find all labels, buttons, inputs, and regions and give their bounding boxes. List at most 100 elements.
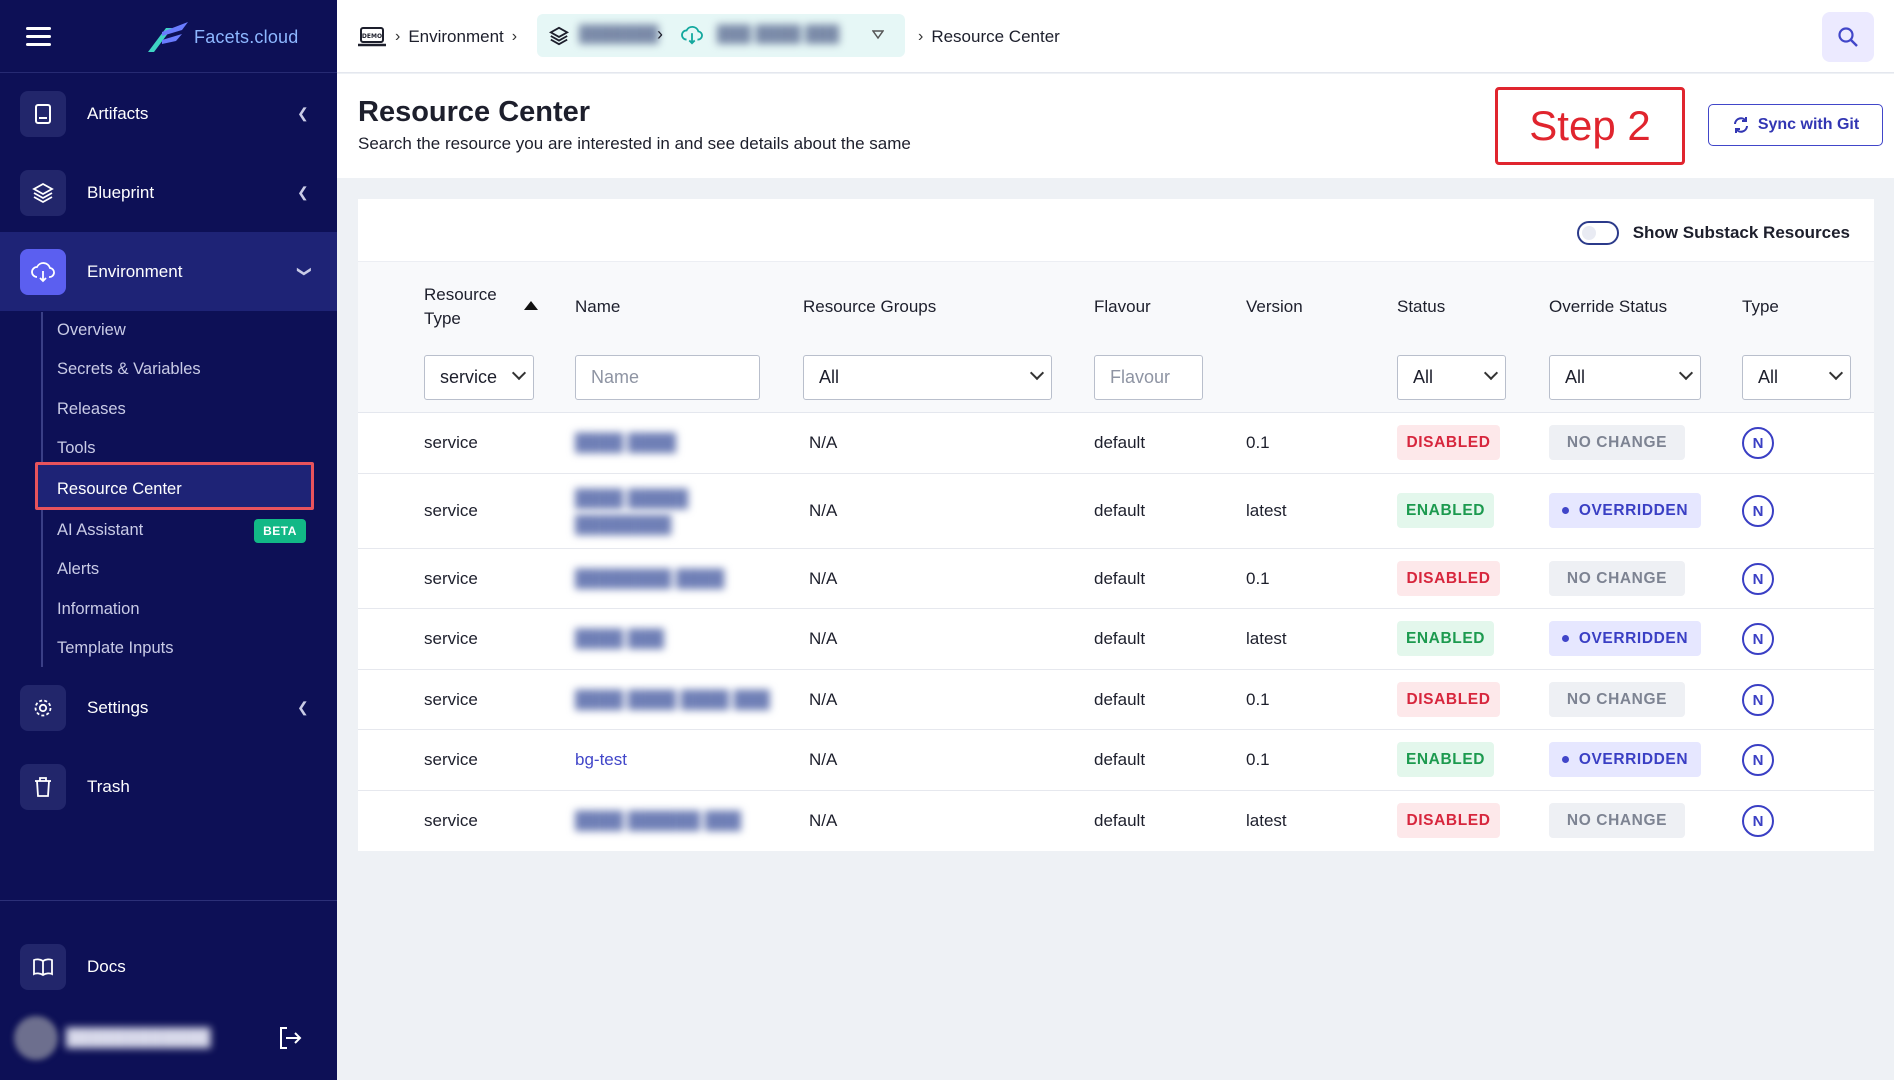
row-flavour: default xyxy=(1094,750,1146,769)
nav-artifacts[interactable]: Artifacts ❮ xyxy=(0,74,337,153)
table-row[interactable]: service ████ ███ N/A default latest ENAB… xyxy=(358,609,1874,670)
cloud-icon xyxy=(681,25,703,45)
beta-badge: BETA xyxy=(254,519,306,543)
table-row[interactable]: service ████ █████ ████████ N/A default … xyxy=(358,474,1874,549)
user-profile[interactable]: ████████████ xyxy=(14,1016,314,1060)
substack-toggle-row: Show Substack Resources xyxy=(1576,221,1850,245)
nav-docs[interactable]: Docs xyxy=(0,927,337,1006)
resource-type-filter-value: service xyxy=(440,367,498,387)
breadcrumb-tail: › Resource Center xyxy=(910,0,1060,73)
logo-text: Facets.cloud xyxy=(194,26,299,47)
gear-icon xyxy=(20,684,66,731)
override-status-badge: NO CHANGE xyxy=(1549,682,1685,717)
sync-with-git-button[interactable]: Sync with Git xyxy=(1708,104,1883,146)
chevron-down-icon xyxy=(1029,365,1045,381)
type-filter[interactable]: All xyxy=(1742,355,1851,400)
subnav-resource-center[interactable]: Resource Center xyxy=(57,480,182,498)
status-badge: ENABLED xyxy=(1397,621,1494,656)
row-resource-type: service xyxy=(424,750,478,769)
subnav-releases[interactable]: Releases xyxy=(57,400,126,418)
override-status-badge: OVERRIDDEN xyxy=(1549,621,1701,656)
type-n-icon: N xyxy=(1742,427,1774,459)
dot-icon xyxy=(1561,507,1569,514)
override-status-badge: OVERRIDDEN xyxy=(1549,493,1701,528)
subnav-secrets-variables[interactable]: Secrets & Variables xyxy=(57,360,201,378)
name-filter-input[interactable]: Name xyxy=(575,355,760,400)
sort-asc-icon[interactable] xyxy=(524,301,538,310)
row-flavour: default xyxy=(1094,433,1146,452)
subnav-tools[interactable]: Tools xyxy=(57,439,96,457)
override-status-text: OVERRIDDEN xyxy=(1578,501,1689,519)
nav-settings[interactable]: Settings ❮ xyxy=(0,668,337,747)
override-status-badge: NO CHANGE xyxy=(1549,425,1685,460)
sidebar-header: Facets.cloud xyxy=(0,0,337,73)
override-status-filter[interactable]: All xyxy=(1549,355,1701,400)
current-item-highlight xyxy=(35,462,314,510)
user-name: ████████████ xyxy=(66,1028,211,1047)
row-resource-group: N/A xyxy=(809,750,838,769)
resource-groups-filter[interactable]: All xyxy=(803,355,1052,400)
breadcrumb-environment[interactable]: Environment xyxy=(408,26,504,46)
row-name[interactable]: ████ ████ ████ ███ xyxy=(575,690,770,709)
subnav-information[interactable]: Information xyxy=(57,600,140,618)
table-row[interactable]: service ████████ ████ N/A default 0.1 DI… xyxy=(358,549,1874,609)
stack-selector[interactable]: ███████ › ███ ████ ███ xyxy=(537,14,905,57)
flavour-filter-input[interactable]: Flavour xyxy=(1094,355,1203,400)
page-subtitle: Search the resource you are interested i… xyxy=(358,134,911,153)
row-name[interactable]: ████ █████ xyxy=(575,489,689,508)
row-version: latest xyxy=(1246,811,1287,830)
nav-blueprint-label: Blueprint xyxy=(87,182,155,202)
row-name[interactable]: ████ ████ xyxy=(575,433,677,452)
subnav-overview[interactable]: Overview xyxy=(57,321,126,339)
status-filter[interactable]: All xyxy=(1397,355,1506,400)
override-status-text: OVERRIDDEN xyxy=(1578,629,1689,647)
row-resource-type: service xyxy=(424,629,478,648)
row-name[interactable]: ████ ███ xyxy=(575,629,665,648)
type-n-icon: N xyxy=(1742,744,1774,776)
row-version: latest xyxy=(1246,501,1287,520)
search-button[interactable] xyxy=(1822,12,1874,62)
table-row[interactable]: service bg-test N/A default 0.1 ENABLED … xyxy=(358,730,1874,791)
sidebar: Facets.cloud Artifacts ❮ Blueprint ❮ Env… xyxy=(0,0,337,1080)
type-n-icon: N xyxy=(1742,623,1774,655)
subnav-template-inputs[interactable]: Template Inputs xyxy=(57,639,174,657)
substack-toggle[interactable] xyxy=(1576,221,1619,245)
col-status[interactable]: Status xyxy=(1397,297,1446,316)
breadcrumb: DEMO › Environment › xyxy=(357,0,525,73)
col-version[interactable]: Version xyxy=(1246,297,1303,316)
override-status-badge: NO CHANGE xyxy=(1549,561,1685,596)
table-row[interactable]: service ████ ████ N/A default 0.1 DISABL… xyxy=(358,413,1874,474)
row-name[interactable]: ████████ ████ xyxy=(575,569,725,588)
nav-trash[interactable]: Trash xyxy=(0,747,337,826)
table-row[interactable]: service ████ ██████ ███ N/A default late… xyxy=(358,791,1874,851)
row-resource-type: service xyxy=(424,433,478,452)
logout-icon[interactable] xyxy=(276,1024,304,1052)
col-name[interactable]: Name xyxy=(575,297,621,316)
row-name-link[interactable]: bg-test xyxy=(575,750,627,769)
row-name[interactable]: ████ ██████ ███ xyxy=(575,811,742,830)
status-badge: DISABLED xyxy=(1397,803,1500,838)
col-type[interactable]: Type xyxy=(1742,297,1779,316)
type-n-icon: N xyxy=(1742,805,1774,837)
nav-settings-label: Settings xyxy=(87,697,149,717)
breadcrumb-separator-icon: › xyxy=(395,27,401,45)
nav-environment[interactable]: Environment ❮ xyxy=(0,232,337,311)
subnav-ai-assistant[interactable]: AI Assistant xyxy=(57,521,144,539)
resource-type-filter[interactable]: service xyxy=(424,355,534,400)
col-override-status[interactable]: Override Status xyxy=(1549,297,1668,316)
breadcrumb-separator-icon: › xyxy=(511,27,518,45)
row-resource-group: N/A xyxy=(809,433,838,452)
logo[interactable]: Facets.cloud xyxy=(148,22,298,52)
nav-blueprint[interactable]: Blueprint ❮ xyxy=(0,153,337,232)
col-resource-type[interactable]: Resource Type xyxy=(424,285,497,328)
subnav-alerts[interactable]: Alerts xyxy=(57,560,100,578)
table-row[interactable]: service ████ ████ ████ ███ N/A default 0… xyxy=(358,670,1874,730)
nav-docs-label: Docs xyxy=(87,956,126,976)
menu-icon[interactable] xyxy=(26,27,51,46)
status-badge: DISABLED xyxy=(1397,425,1500,460)
row-version: 0.1 xyxy=(1246,569,1270,588)
col-flavour[interactable]: Flavour xyxy=(1094,297,1151,316)
col-resource-groups[interactable]: Resource Groups xyxy=(803,297,937,316)
breadcrumb-separator-icon: › xyxy=(918,27,924,45)
demo-laptop-icon: DEMO xyxy=(358,26,386,46)
